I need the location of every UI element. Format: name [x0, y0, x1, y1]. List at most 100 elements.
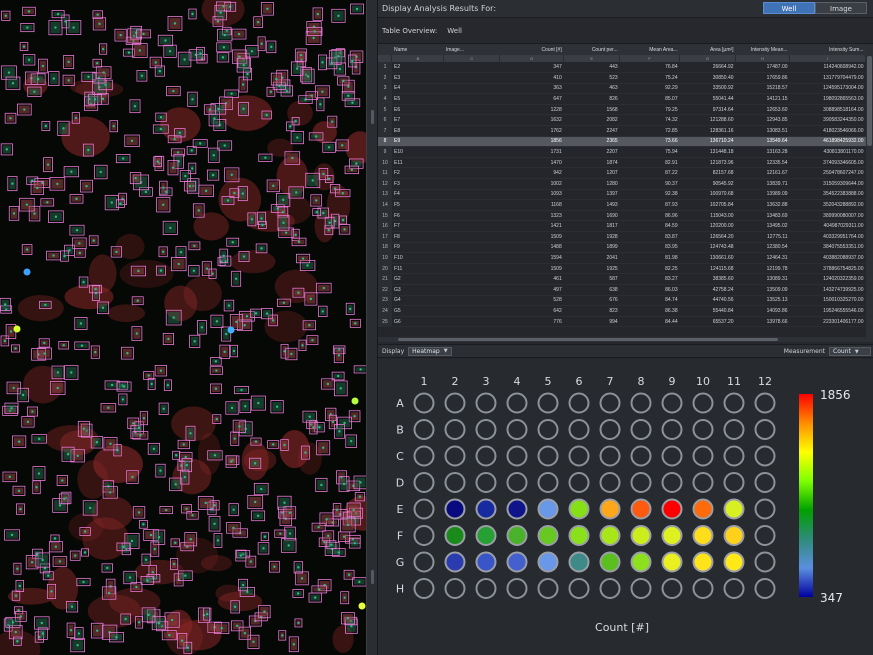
well-H3[interactable]	[475, 578, 497, 599]
well-B12[interactable]	[754, 419, 776, 440]
well-C5[interactable]	[537, 445, 559, 467]
table-row[interactable]: 19 F10 1594 2041 81.98 130661.60 12464.31 40388…	[378, 252, 866, 264]
well-G10[interactable]	[692, 551, 714, 573]
well-G5[interactable]	[537, 551, 559, 573]
well-H10[interactable]	[692, 578, 714, 599]
table-row[interactable]: 7 E8 1762 2247 72.85 128361.16 13083.51 4180235…	[378, 125, 866, 137]
well-F1[interactable]	[413, 525, 435, 546]
table-row[interactable]: 11 F2 942 1207 87.22 82157.68 12161.67 25047860…	[378, 167, 866, 180]
well-H7[interactable]	[599, 578, 621, 599]
table-row[interactable]: 24 G5 642 823 86.38 55440.84 14093.86 195246555…	[378, 305, 866, 317]
table-row[interactable]: 16 F7 1421 1817 84.59 120200.00 13495.02 404987…	[378, 220, 866, 232]
well-G7[interactable]	[599, 551, 621, 573]
well-D1[interactable]	[413, 472, 435, 493]
table-row[interactable]: 14 F5 1168 1493 87.93 102705.84 13632.88 352043…	[378, 199, 866, 211]
table-row[interactable]: 23 G4 528 676 84.74 44740.56 13525.13 150010325…	[378, 295, 866, 307]
well-F10[interactable]	[692, 525, 714, 546]
well-F7[interactable]	[599, 525, 621, 546]
well-C10[interactable]	[692, 445, 714, 467]
table-row[interactable]: 3 E4 363 463 92.29 33500.92 15218.57 1245951730…	[378, 83, 866, 95]
well-A8[interactable]	[630, 392, 652, 414]
well-B6[interactable]	[568, 419, 590, 440]
well-A9[interactable]	[661, 392, 683, 414]
well-H4[interactable]	[506, 578, 528, 599]
well-E9[interactable]	[661, 498, 683, 520]
well-F6[interactable]	[568, 525, 590, 546]
measurement-dropdown[interactable]: Count ▼	[829, 347, 871, 356]
well-B1[interactable]	[413, 419, 435, 440]
well-F11[interactable]	[723, 525, 745, 546]
well-A5[interactable]	[537, 392, 559, 414]
well-A1[interactable]	[413, 392, 435, 414]
well-G4[interactable]	[506, 551, 528, 573]
well-F5[interactable]	[537, 525, 559, 546]
well-H12[interactable]	[754, 578, 776, 599]
column-header[interactable]: Intensity Mean...	[735, 44, 790, 55]
table-row[interactable]: 12 F3 1002 1280 90.37 90545.92 13839.71 3150593…	[378, 178, 866, 190]
column-header[interactable]: Image...	[443, 44, 500, 55]
well-E4[interactable]	[506, 498, 528, 520]
pane-splitter[interactable]	[366, 0, 378, 655]
well-C2[interactable]	[444, 445, 466, 467]
well-D11[interactable]	[723, 472, 745, 493]
well-H2[interactable]	[444, 578, 466, 599]
column-header[interactable]: Count [#]	[499, 44, 564, 55]
well-A10[interactable]	[692, 392, 714, 414]
well-G11[interactable]	[723, 551, 745, 573]
well-D9[interactable]	[661, 472, 683, 493]
toggle-well-button[interactable]: Well	[763, 2, 815, 14]
well-B8[interactable]	[630, 419, 652, 440]
well-E2[interactable]	[444, 498, 466, 520]
column-header[interactable]: Area [µm²]	[679, 44, 736, 55]
table-vertical-scrollbar[interactable]	[866, 44, 873, 342]
well-D6[interactable]	[568, 472, 590, 493]
table-row[interactable]: 17 F8 1509 1928 83.87 126564.20 12775.11 403329…	[378, 231, 866, 243]
well-G6[interactable]	[568, 551, 590, 573]
well-H1[interactable]	[413, 578, 435, 599]
well-F3[interactable]	[475, 525, 497, 546]
well-B4[interactable]	[506, 419, 528, 440]
well-C8[interactable]	[630, 445, 652, 467]
table-row[interactable]: 18 F9 1488 1899 83.95 124743.48 12380.54 384075…	[378, 242, 866, 254]
toggle-image-button[interactable]: Image	[815, 2, 867, 14]
well-B3[interactable]	[475, 419, 497, 440]
well-F12[interactable]	[754, 525, 776, 546]
well-A11[interactable]	[723, 392, 745, 414]
well-G1[interactable]	[413, 551, 435, 573]
table-row[interactable]: 20 F11 1509 1925 82.25 124115.68 12199.78 37886…	[378, 263, 866, 275]
well-H11[interactable]	[723, 578, 745, 599]
table-row[interactable]: 8 E9 1856 2365 73.66 136710.24 13549.64 4618984…	[378, 136, 866, 148]
well-B7[interactable]	[599, 419, 621, 440]
well-D12[interactable]	[754, 472, 776, 493]
well-A2[interactable]	[444, 392, 466, 414]
well-C12[interactable]	[754, 445, 776, 467]
well-B9[interactable]	[661, 419, 683, 440]
table-row[interactable]: 5 E6 1228 1568 79.25 97314.64 12653.60 30889851…	[378, 104, 866, 116]
table-row[interactable]: 4 E5 647 826 85.07 55041.44 14121.15 1980928655…	[378, 93, 866, 105]
well-H5[interactable]	[537, 578, 559, 599]
well-D7[interactable]	[599, 472, 621, 493]
scrollbar-thumb[interactable]	[867, 56, 872, 146]
well-G12[interactable]	[754, 551, 776, 573]
well-E8[interactable]	[630, 498, 652, 520]
table-row[interactable]: 9 E10 1731 2207 75.94 131448.18 13163.28 430813…	[378, 146, 866, 158]
well-H8[interactable]	[630, 578, 652, 599]
table-row[interactable]: 21 G2 461 587 83.27 38385.60 13089.31 124020322…	[378, 273, 866, 285]
microscopy-image-view[interactable]	[0, 0, 366, 655]
table-row[interactable]: 15 F6 1323 1690 86.96 115043.00 13483.69 389990…	[378, 210, 866, 222]
well-D10[interactable]	[692, 472, 714, 493]
well-E1[interactable]	[413, 498, 435, 520]
well-G2[interactable]	[444, 551, 466, 573]
well-E3[interactable]	[475, 498, 497, 520]
well-D2[interactable]	[444, 472, 466, 493]
well-H6[interactable]	[568, 578, 590, 599]
well-C3[interactable]	[475, 445, 497, 467]
column-header[interactable]: Mean Area...	[619, 44, 680, 55]
results-table-container[interactable]: Name Image... Count [#] Count per... Mea…	[378, 44, 866, 342]
table-row[interactable]: 1 E2 347 443 76.84 26664.92 17487.00 1142406089…	[378, 62, 866, 74]
well-F2[interactable]	[444, 525, 466, 546]
well-B5[interactable]	[537, 419, 559, 440]
well-C4[interactable]	[506, 445, 528, 467]
well-C11[interactable]	[723, 445, 745, 467]
well-E7[interactable]	[599, 498, 621, 520]
